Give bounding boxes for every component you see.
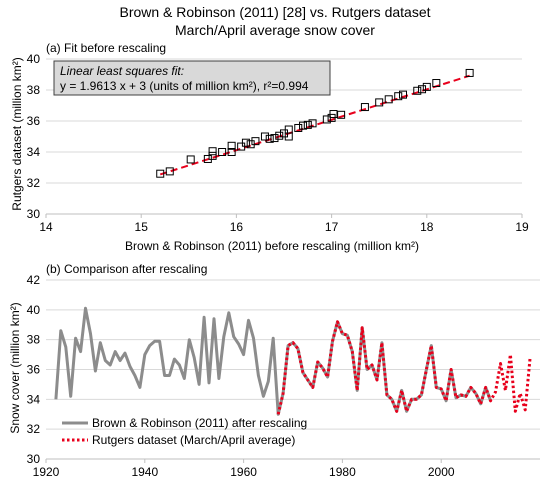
b-x-tick-label: 1940 bbox=[131, 465, 158, 479]
a-x-tick-label: 18 bbox=[420, 220, 434, 234]
b-y-tick-label: 32 bbox=[27, 422, 41, 436]
data-point bbox=[337, 110, 346, 119]
data-point bbox=[432, 79, 441, 88]
data-point bbox=[260, 132, 269, 141]
panel-b-label: (b) Comparison after rescaling bbox=[46, 262, 207, 276]
data-point bbox=[399, 90, 407, 99]
a-y-tick-label: 32 bbox=[27, 176, 41, 190]
b-x-tick-label: 1960 bbox=[230, 465, 257, 479]
a-y-tick-label: 36 bbox=[27, 114, 41, 128]
panel-b-series bbox=[54, 306, 532, 416]
figure-title: Brown & Robinson (2011) [28] vs. Rutgers… bbox=[119, 4, 431, 20]
panel-b-legend: Brown & Robinson (2011) after rescaling … bbox=[62, 416, 307, 447]
data-point bbox=[418, 85, 427, 94]
data-point bbox=[156, 169, 165, 178]
panel-b-gridlines bbox=[46, 279, 540, 430]
series-line-brown-robinson bbox=[54, 306, 493, 416]
b-x-tick-label: 1980 bbox=[329, 465, 356, 479]
b-x-tick-label: 1920 bbox=[33, 465, 60, 479]
data-point bbox=[329, 110, 338, 119]
fit-annotation-box: Linear least squares fit: y = 1.9613 x +… bbox=[53, 60, 331, 96]
data-point bbox=[394, 92, 403, 101]
data-point bbox=[275, 131, 284, 140]
panel-b-y-axis-label: Snow cover (million km²) bbox=[8, 302, 22, 433]
data-point bbox=[284, 125, 293, 134]
fit-annotation-equation: y = 1.9613 x + 3 (units of million km²),… bbox=[60, 79, 309, 93]
a-x-tick-label: 19 bbox=[515, 220, 529, 234]
data-point bbox=[294, 123, 303, 132]
a-y-tick-label: 34 bbox=[27, 145, 41, 159]
panel-a-x-axis-label: Brown & Robinson (2011) before rescaling… bbox=[125, 239, 419, 253]
data-point bbox=[299, 121, 308, 130]
a-x-tick-label: 14 bbox=[39, 220, 53, 234]
data-point bbox=[251, 137, 260, 146]
data-point bbox=[413, 86, 422, 95]
b-y-tick-label: 30 bbox=[27, 452, 41, 466]
data-point bbox=[360, 103, 369, 112]
panel-a-tick-labels: 30 32 34 36 38 40 14 15 16 17 18 19 bbox=[27, 52, 529, 234]
panel-a-y-axis-label: Rutgers dataset (million km²) bbox=[10, 57, 24, 210]
a-x-tick-label: 16 bbox=[230, 220, 244, 234]
data-point bbox=[218, 148, 227, 156]
data-point bbox=[227, 141, 236, 150]
a-y-tick-label: 38 bbox=[27, 83, 41, 97]
data-point bbox=[422, 82, 431, 91]
b-x-tick-label: 2000 bbox=[428, 465, 455, 479]
data-point bbox=[322, 115, 331, 124]
data-point bbox=[265, 134, 274, 143]
data-point bbox=[375, 98, 384, 107]
data-point bbox=[227, 148, 236, 156]
legend-label-rutgers: Rutgers dataset (March/April average) bbox=[92, 433, 295, 447]
legend-label-brown-robinson: Brown & Robinson (2011) after rescaling bbox=[92, 416, 307, 430]
b-y-tick-label: 38 bbox=[27, 333, 41, 347]
data-point bbox=[186, 155, 195, 164]
data-point bbox=[270, 134, 279, 143]
data-point bbox=[208, 151, 217, 160]
panel-b-tick-labels: 30 32 34 36 38 40 42 1920 1940 1960 1980 2000 bbox=[27, 273, 455, 479]
data-point bbox=[303, 120, 312, 129]
a-y-tick-label: 40 bbox=[27, 52, 41, 66]
a-x-tick-label: 17 bbox=[325, 220, 339, 234]
b-y-tick-label: 42 bbox=[27, 273, 41, 287]
data-point bbox=[308, 119, 317, 128]
fit-annotation-title: Linear least squares fit: bbox=[60, 64, 184, 78]
a-x-tick-label: 15 bbox=[135, 220, 149, 234]
data-point bbox=[384, 95, 393, 104]
data-point bbox=[208, 147, 217, 156]
b-y-tick-label: 36 bbox=[27, 363, 41, 377]
data-point bbox=[165, 167, 174, 176]
b-y-tick-label: 40 bbox=[27, 303, 41, 317]
data-point bbox=[465, 68, 474, 77]
panel-b: (b) Comparison after rescaling 303234363… bbox=[8, 262, 540, 479]
data-point bbox=[241, 138, 250, 147]
panel-a: (a) Fit before rescaling 30 32 34 36 38 40 14 1… bbox=[10, 41, 529, 253]
panel-a-label: (a) Fit before rescaling bbox=[46, 41, 166, 55]
a-y-tick-label: 30 bbox=[27, 207, 41, 221]
figure-subtitle: March/April average snow cover bbox=[175, 22, 375, 38]
b-y-tick-label: 34 bbox=[27, 392, 41, 406]
panel-a-points bbox=[156, 68, 474, 178]
